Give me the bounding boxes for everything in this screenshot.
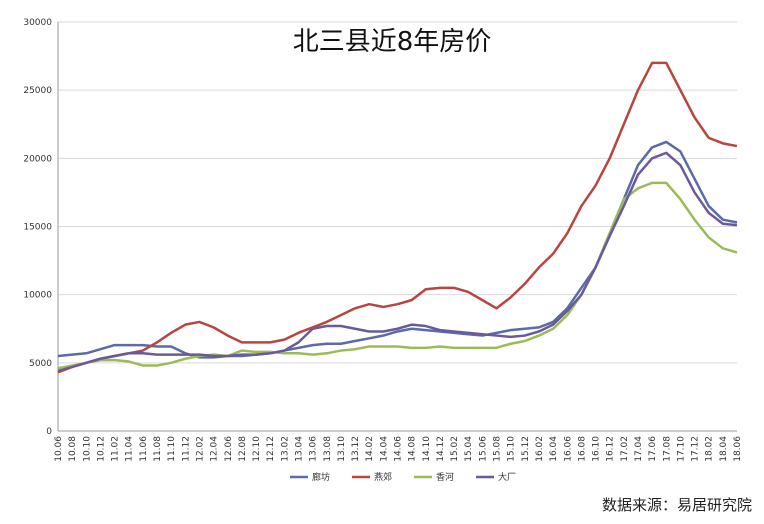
x-tick-label: 13.12 <box>351 436 361 462</box>
x-tick-label: 17.02 <box>620 436 630 462</box>
x-tick-label: 16.02 <box>535 436 545 462</box>
x-tick-label: 13.04 <box>294 436 304 462</box>
source: 数据来源：易居研究院 <box>602 496 752 514</box>
x-tick-label: 15.06 <box>478 436 488 462</box>
x-tick-label: 12.08 <box>238 436 248 462</box>
x-tick-label: 12.06 <box>224 436 234 462</box>
x-tick-label: 16.08 <box>577 436 587 462</box>
legend-label: 香河 <box>436 471 454 483</box>
x-tick-label: 17.12 <box>691 436 701 462</box>
y-tick-label: 30000 <box>23 18 52 28</box>
x-tick-label: 14.12 <box>436 436 446 462</box>
x-tick-label: 13.06 <box>309 436 319 462</box>
x-tick-label: 12.02 <box>195 436 205 462</box>
x-tick-label: 11.10 <box>167 436 177 462</box>
x-tick-label: 11.02 <box>111 436 121 462</box>
x-tick-label: 11.12 <box>181 436 191 462</box>
x-tick-label: 14.10 <box>422 436 432 462</box>
x-tick-label: 12.10 <box>252 436 262 462</box>
legend-label: 廊坊 <box>312 471 330 483</box>
x-tick-label: 15.12 <box>521 436 531 462</box>
x-tick-label: 12.04 <box>210 436 220 462</box>
x-tick-label: 14.04 <box>379 436 389 462</box>
line-series <box>57 151 738 373</box>
y-tick-label: 25000 <box>23 86 52 96</box>
y-tick-label: 0 <box>46 427 52 437</box>
x-tick-label: 14.06 <box>394 436 404 462</box>
line-series <box>57 181 738 370</box>
x-tick-label: 10.08 <box>68 436 78 462</box>
y-tick-label: 5000 <box>29 359 52 369</box>
x-tick-label: 10.10 <box>82 436 92 462</box>
chart-title: 北三县近8年房价 <box>293 27 492 57</box>
x-tick-label: 18.06 <box>733 436 743 462</box>
x-tick-label: 17.06 <box>648 436 658 462</box>
x-tick-label: 11.06 <box>139 436 149 462</box>
x-tick-label: 18.02 <box>705 436 715 462</box>
x-tick-label: 13.10 <box>337 436 347 462</box>
x-tick-label: 17.04 <box>634 436 644 462</box>
x-tick-label: 13.02 <box>280 436 290 462</box>
x-tick-label: 15.04 <box>464 436 474 462</box>
x-tick-label: 17.08 <box>662 436 672 462</box>
line-series <box>57 61 738 374</box>
x-tick-label: 10.12 <box>96 436 106 462</box>
y-tick-label: 10000 <box>23 291 52 301</box>
x-tick-label: 12.12 <box>266 436 276 462</box>
y-tick-label: 15000 <box>23 223 52 233</box>
x-tick-label: 16.04 <box>549 436 559 462</box>
y-tick-label: 20000 <box>23 154 52 164</box>
x-tick-label: 11.08 <box>153 436 163 462</box>
x-tick-label: 16.10 <box>592 436 602 462</box>
x-tick-label: 15.08 <box>493 436 503 462</box>
x-tick-label: 15.02 <box>450 436 460 462</box>
legend-label: 大厂 <box>498 471 516 483</box>
x-tick-label: 16.12 <box>606 436 616 462</box>
x-tick-label: 13.08 <box>323 436 333 462</box>
x-tick-label: 14.08 <box>408 436 418 462</box>
x-tick-label: 17.10 <box>676 436 686 462</box>
x-tick-label: 18.04 <box>719 436 729 462</box>
x-tick-label: 15.10 <box>507 436 517 462</box>
x-tick-label: 14.02 <box>365 436 375 462</box>
x-tick-label: 16.06 <box>563 436 573 462</box>
legend-label: 燕郊 <box>374 471 392 483</box>
x-tick-label: 11.04 <box>125 436 135 462</box>
x-tick-label: 10.06 <box>54 436 64 462</box>
